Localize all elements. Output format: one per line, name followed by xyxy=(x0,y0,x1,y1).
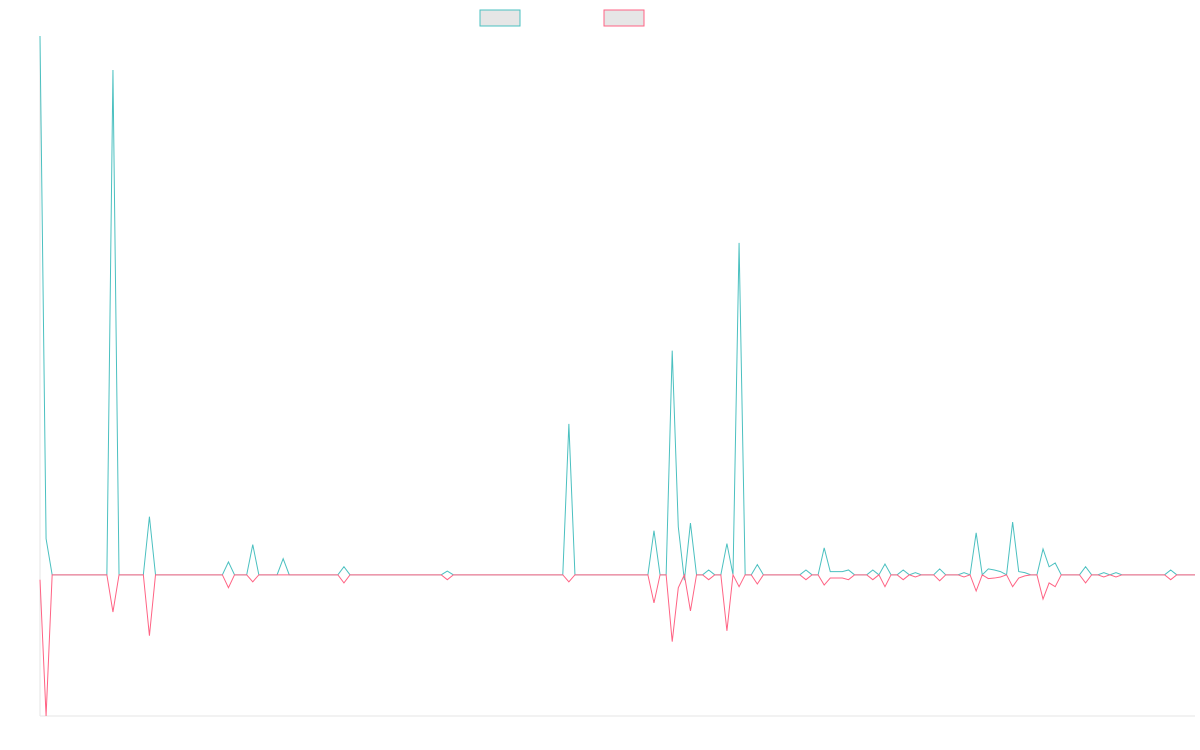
legend-swatch xyxy=(603,9,645,27)
series-line xyxy=(39,573,1195,717)
series-line xyxy=(39,35,1195,581)
legend-swatch xyxy=(479,9,521,27)
